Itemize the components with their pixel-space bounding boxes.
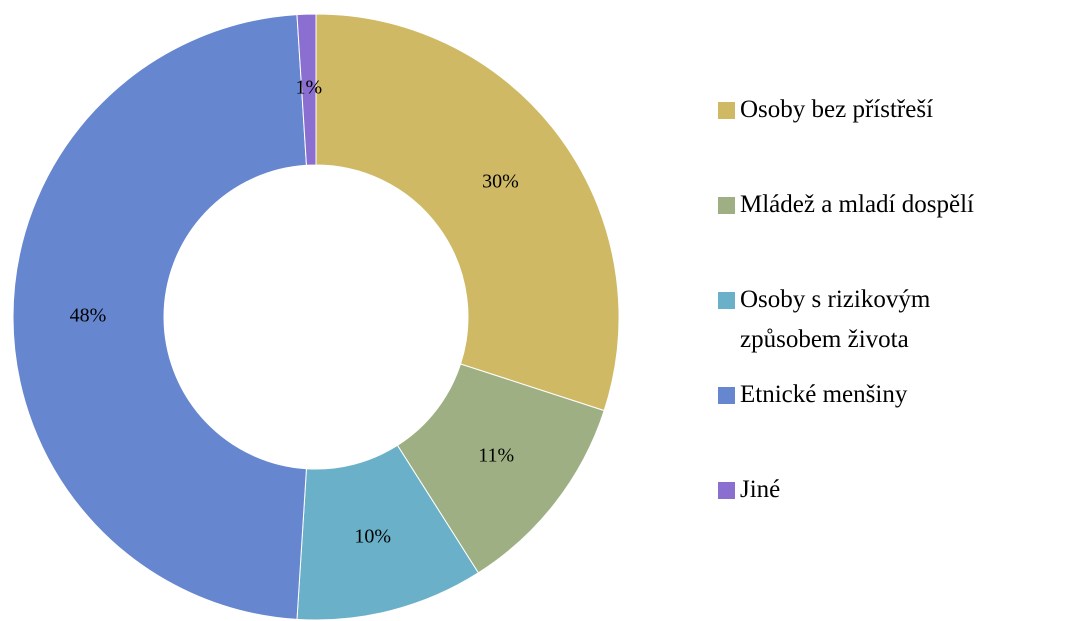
donut-slice [296,13,317,166]
legend-swatch [718,387,735,404]
data-label: 48% [70,305,107,327]
legend-item: Jiné [718,470,1078,510]
legend-swatch [718,102,735,119]
legend-label: Osoby bez přístřeší [740,96,934,123]
chart: 30% 11% 10% 48% 1% [12,13,620,621]
legend-item: Osoby s rizikovým způsobem života [718,280,1078,360]
legend-item: Osoby bez přístřeší [718,90,1078,130]
legend-item: Etnické menšiny [718,375,1078,415]
data-label: 10% [354,525,391,547]
donut-slice [315,13,620,412]
legend-swatch [718,292,735,309]
legend-swatch [718,197,735,214]
legend-label: Mládež a mladí dospělí [740,191,974,218]
donut-slice [12,14,307,620]
data-label: 30% [482,171,519,193]
data-label: 11% [478,444,514,466]
legend-swatch [718,482,735,499]
legend-label: Jiné [740,476,781,503]
legend-label: Osoby s rizikovým způsobem života [740,286,931,353]
legend-item: Mládež a mladí dospělí [718,185,1078,225]
data-label: 1% [296,77,323,99]
legend-label: Etnické menšiny [740,381,908,408]
